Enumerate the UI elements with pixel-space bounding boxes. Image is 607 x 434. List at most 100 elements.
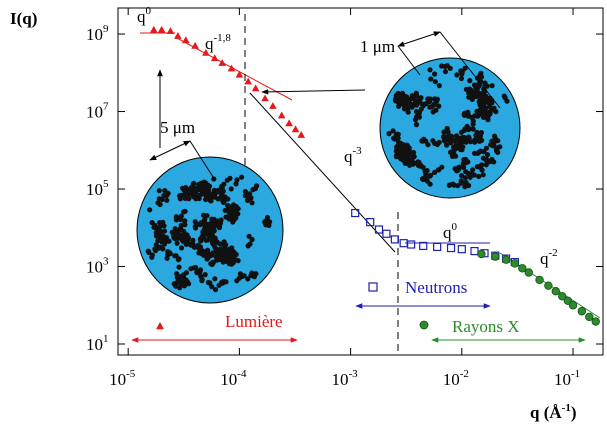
aggregate-particle: [198, 220, 204, 226]
aggregate-particle: [466, 134, 472, 140]
tick-label-base: 10: [332, 370, 349, 389]
aggregate-particle: [185, 195, 191, 201]
tick-label-sup: 3: [103, 256, 109, 268]
tick-label-base: 10: [86, 103, 103, 122]
aggregate-particle: [245, 276, 251, 282]
aggregate-particle: [217, 218, 223, 224]
scale-label: 1 μm: [360, 37, 395, 56]
aggregate-particle: [171, 233, 177, 239]
aggregate-particle: [403, 94, 410, 100]
aggregate-particle: [413, 122, 420, 128]
aggregate-particle: [249, 200, 255, 206]
aggregate-particle: [183, 270, 189, 276]
aggregate-particle: [230, 251, 236, 257]
aggregate-particle: [196, 250, 202, 256]
point: [446, 243, 456, 253]
aggregate-particle: [398, 147, 404, 153]
point: [457, 245, 466, 254]
aggregate-particle: [212, 287, 219, 293]
aggregate-particle: [471, 172, 477, 178]
aggregate-particle: [220, 198, 226, 204]
tick-label-base: 10: [86, 25, 103, 44]
point: [351, 208, 360, 218]
point: [544, 281, 553, 290]
aggregate-particle: [479, 162, 485, 168]
point: [407, 240, 416, 249]
x-axis-label-sup: -1: [562, 402, 571, 414]
point: [510, 259, 520, 268]
aggregate-particle: [186, 281, 192, 287]
point: [244, 77, 252, 85]
aggregate-particle: [221, 241, 227, 247]
aggregate-particle: [416, 114, 422, 120]
point: [210, 54, 219, 62]
aggregate-particle: [468, 87, 474, 93]
aggregate-particle: [436, 139, 442, 145]
aggregate-particle: [149, 254, 155, 260]
aggregate-particle: [204, 213, 210, 219]
point: [419, 241, 428, 251]
aggregate-particle: [429, 103, 435, 110]
aggregate-particle: [436, 103, 442, 109]
tick-label: 103: [86, 256, 109, 277]
aggregate-particle: [416, 109, 422, 115]
aggregate-particle: [151, 224, 157, 230]
aggregate-particle: [492, 135, 498, 141]
aggregate-particle: [202, 223, 208, 229]
point: [251, 84, 260, 92]
tick-label-base: 10: [443, 370, 460, 389]
aggregate-particle: [406, 151, 412, 157]
aggregate-particle: [420, 176, 426, 183]
aggregate-particle: [157, 224, 163, 230]
aggregate-particle: [182, 191, 188, 197]
aggregate-particle: [436, 167, 442, 173]
aggregate-particle: [427, 181, 433, 187]
point: [285, 119, 293, 127]
aggregate-particle: [190, 237, 196, 243]
aggregate-particle: [391, 135, 397, 141]
aggregate-particle: [491, 159, 497, 165]
scale-arrow: [149, 140, 191, 161]
aggregate-particle: [226, 249, 232, 255]
aggregate-particle: [501, 93, 507, 99]
point: [202, 48, 210, 56]
aggregate-particle: [209, 240, 215, 246]
aggregate-particle: [458, 75, 464, 82]
aggregate-particle: [452, 137, 458, 144]
aggregate-particle: [462, 110, 468, 116]
aggregate-particle: [411, 101, 417, 107]
aggregate-particle: [176, 264, 182, 270]
point: [191, 41, 199, 49]
aggregate-particle: [157, 228, 163, 234]
point: [390, 235, 399, 244]
aggregate-particle: [401, 152, 407, 158]
aggregate-particle: [152, 246, 158, 252]
annotation: q-2: [540, 247, 558, 268]
plot-frame: [117, 7, 604, 356]
aggregate-particle: [432, 79, 438, 85]
aggregate-particle: [212, 276, 218, 282]
aggregate-particle: [411, 149, 417, 156]
aggregate-particle: [467, 78, 473, 84]
scale-arrow: [397, 31, 441, 47]
aggregate-particle: [200, 229, 206, 235]
aggregate-particle: [454, 72, 460, 78]
aggregate-particle: [199, 278, 205, 284]
aggregate-particle: [427, 67, 433, 73]
aggregate-particle: [162, 188, 168, 194]
legend-label: Rayons X: [452, 317, 520, 336]
aggregate-particle: [197, 267, 204, 273]
tick-label: 10-4: [220, 368, 247, 389]
tick-label-base: 10: [86, 180, 103, 199]
aggregate-particle: [262, 219, 268, 225]
aggregate-particle: [398, 140, 404, 146]
aggregate-particle: [192, 223, 198, 230]
aggregate-particle: [432, 71, 438, 77]
aggregate-particle: [172, 253, 178, 259]
aggregate-particle: [476, 173, 482, 179]
legend-label: Lumière: [225, 312, 283, 331]
aggregate-particle: [147, 207, 153, 213]
aggregate-particle: [436, 83, 442, 89]
aggregate-particle: [395, 135, 401, 141]
aggregate-particle: [427, 96, 434, 102]
